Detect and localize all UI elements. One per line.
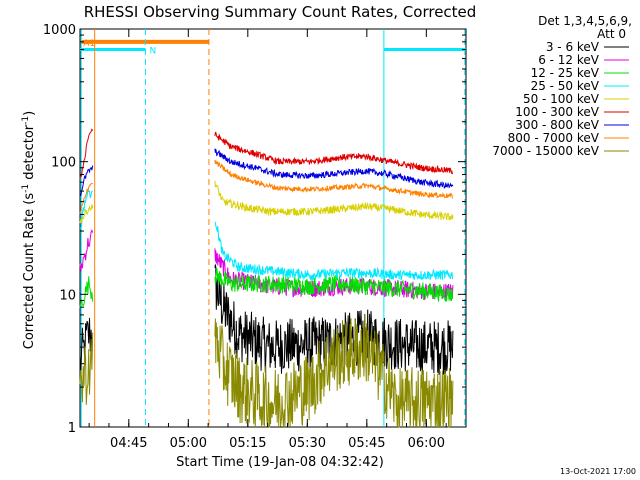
x-tick-label: 04:45 bbox=[110, 436, 147, 451]
y-axis: 1 10 100 1000 bbox=[43, 23, 466, 436]
series-line-post bbox=[214, 267, 454, 302]
legend-header-detectors: Det 1,3,4,5,6,9, bbox=[538, 14, 632, 28]
generation-date: 13-Oct-2021 17:00 bbox=[560, 467, 636, 476]
series-line-pre bbox=[79, 229, 94, 272]
x-axis: 04:45 05:00 05:15 05:30 05:45 06:00 bbox=[88, 29, 447, 451]
legend-label: 7000 - 15000 keV bbox=[492, 144, 599, 158]
y-axis-label-sup1: -1 bbox=[21, 184, 31, 193]
y-axis-label-end: ) bbox=[22, 111, 37, 116]
series-line-pre bbox=[79, 165, 94, 197]
legend-header-attenuator: Att 0 bbox=[597, 27, 626, 41]
attenuator-bar-label: A1 bbox=[83, 39, 95, 49]
state-bars: A1 N bbox=[80, 39, 466, 57]
chart-title: RHESSI Observing Summary Count Rates, Co… bbox=[84, 3, 477, 21]
legend-label: 3 - 6 keV bbox=[546, 40, 600, 54]
series-line-post bbox=[214, 159, 453, 199]
x-tick-label: 05:15 bbox=[229, 436, 266, 451]
x-tick-label: 06:00 bbox=[408, 436, 445, 451]
plot-area: A1 N 04:45 05:00 05:15 05:30 05:45 06:00 1 10 10… bbox=[43, 23, 467, 451]
y-tick-label: 1000 bbox=[43, 23, 76, 38]
legend-label: 300 - 800 keV bbox=[515, 118, 599, 132]
x-axis-label: Start Time (19-Jan-08 04:32:42) bbox=[176, 455, 384, 470]
series-line-post bbox=[214, 221, 454, 281]
x-tick-label: 05:30 bbox=[289, 436, 326, 451]
series-line-pre bbox=[79, 276, 94, 309]
y-axis-label-main: Corrected Count Rate (s bbox=[22, 193, 37, 350]
marker-lines bbox=[80, 29, 466, 427]
x-tick-label: 05:00 bbox=[170, 436, 207, 451]
y-axis-label: Corrected Count Rate (s-1 detector-1) bbox=[21, 111, 37, 349]
legend-label: 100 - 300 keV bbox=[515, 105, 599, 119]
series-line-post bbox=[214, 180, 454, 221]
series-line-pre bbox=[79, 128, 94, 180]
y-tick-label: 1 bbox=[68, 421, 76, 436]
series-line-pre bbox=[79, 332, 94, 405]
series-line-pre bbox=[79, 182, 93, 214]
y-tick-label: 100 bbox=[51, 156, 76, 171]
legend-label: 800 - 7000 keV bbox=[508, 131, 600, 145]
y-axis-label-mid: detector bbox=[22, 124, 37, 184]
legend-label: 50 - 100 keV bbox=[523, 92, 600, 106]
legend-label: 25 - 50 keV bbox=[531, 79, 600, 93]
series-line-post bbox=[214, 131, 454, 175]
plot-frame bbox=[79, 28, 467, 428]
y-axis-label-sup2: -1 bbox=[21, 116, 31, 125]
series-line-post bbox=[214, 314, 454, 429]
y-tick-label: 10 bbox=[59, 288, 76, 303]
night-bar-label: N bbox=[149, 47, 156, 57]
series-line-post bbox=[214, 148, 454, 189]
legend-label: 6 - 12 keV bbox=[538, 53, 600, 67]
series-lines bbox=[79, 128, 454, 429]
legend-label: 12 - 25 keV bbox=[531, 66, 600, 80]
x-tick-label: 05:45 bbox=[348, 436, 385, 451]
series-line-pre bbox=[79, 204, 94, 224]
